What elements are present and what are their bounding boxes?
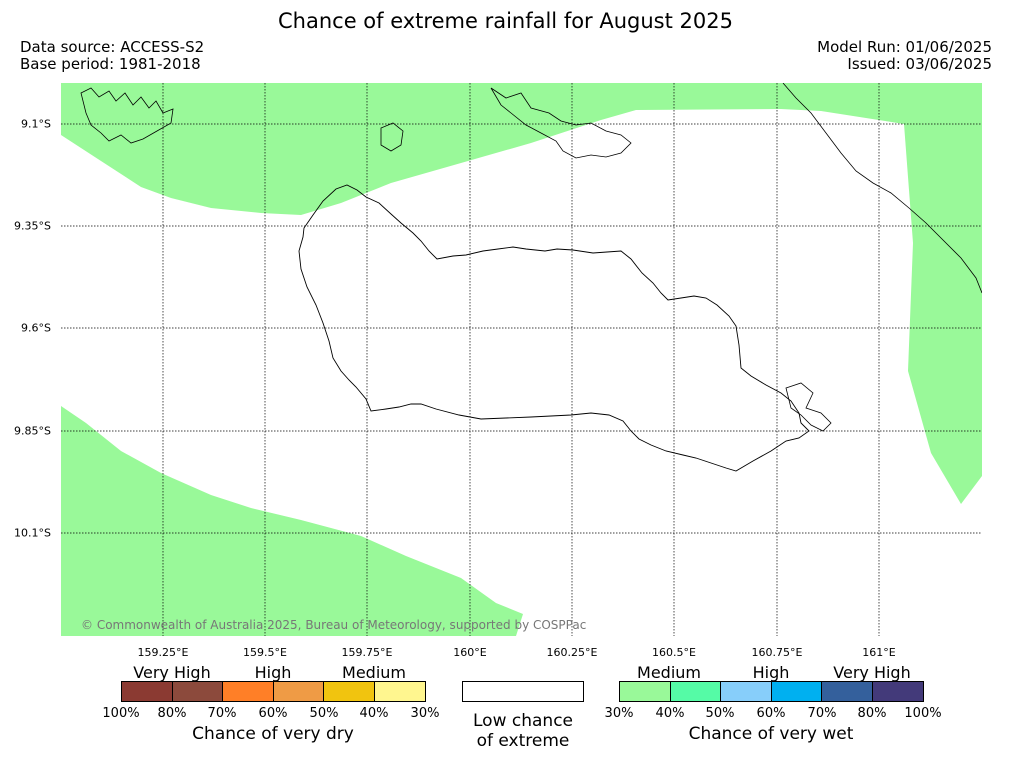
lat-label: 9.1°S	[21, 117, 51, 131]
wet-swatch	[620, 682, 671, 701]
wet-swatch	[671, 682, 721, 701]
meta-left: Data source: ACCESS-S2 Base period: 1981…	[20, 39, 204, 73]
wet-swatch	[873, 682, 923, 701]
dry-swatch	[324, 682, 375, 701]
wet-tick: 70%	[807, 706, 837, 721]
lat-label: 10.1°S	[14, 526, 51, 540]
wet-tick: 80%	[857, 706, 887, 721]
lon-label: 160°E	[453, 646, 487, 659]
se-islands	[785, 382, 832, 432]
issued-text: Issued: 03/06/2025	[847, 55, 992, 73]
wet-color-bar	[619, 681, 924, 702]
model-run-text: Model Run: 01/06/2025	[817, 38, 992, 56]
meta-right: Model Run: 01/06/2025 Issued: 03/06/2025	[817, 39, 992, 73]
dry-color-bar	[121, 681, 426, 702]
nw-islands-coastline	[80, 87, 174, 144]
dry-header-medium: Medium	[342, 663, 406, 682]
map-svg	[61, 83, 982, 636]
dry-tick: 100%	[102, 706, 140, 721]
low-chance-line1: Low chance	[473, 711, 573, 731]
dry-swatch	[173, 682, 223, 701]
map-title: Chance of extreme rainfall for August 20…	[278, 9, 733, 33]
dry-swatch	[375, 682, 425, 701]
n-islands-coastline	[490, 87, 632, 159]
lat-label: 9.35°S	[14, 219, 51, 233]
base-period-text: Base period: 1981-2018	[20, 55, 201, 73]
copyright-text: © Commonwealth of Australia 2025, Bureau…	[81, 618, 587, 632]
ne-coastline	[782, 83, 982, 294]
wet-header-very-high: Very High	[833, 663, 911, 682]
wet-tick: 40%	[655, 706, 685, 721]
dry-tick: 60%	[258, 706, 288, 721]
dry-tick: 70%	[207, 706, 237, 721]
dry-tick: 40%	[359, 706, 389, 721]
dry-tick: 80%	[157, 706, 187, 721]
nw-small-island	[380, 122, 404, 152]
wet-caption: Chance of very wet	[688, 724, 854, 744]
dry-caption: Chance of very dry	[192, 724, 354, 744]
wet-swatch	[772, 682, 822, 701]
wet-tick: 30%	[604, 706, 634, 721]
low-chance-line2: of extreme	[476, 731, 570, 751]
graticule	[61, 83, 982, 636]
lon-label: 159.75°E	[341, 646, 393, 659]
lon-label: 161°E	[862, 646, 896, 659]
wet-medium-region-north	[61, 83, 982, 215]
dry-swatch	[122, 682, 173, 701]
dry-tick: 30%	[410, 706, 440, 721]
low-chance-swatch	[462, 681, 584, 702]
wet-swatch	[721, 682, 772, 701]
lat-label: 9.6°S	[21, 321, 51, 335]
lon-label: 159.5°E	[243, 646, 287, 659]
wet-tick: 100%	[904, 706, 942, 721]
wet-tick: 60%	[756, 706, 786, 721]
wet-medium-region-east	[904, 124, 982, 504]
data-source-text: Data source: ACCESS-S2	[20, 38, 205, 56]
lon-label: 160.25°E	[546, 646, 598, 659]
lon-label: 160.75°E	[751, 646, 803, 659]
map-panel	[61, 83, 982, 636]
wet-tick: 50%	[705, 706, 735, 721]
main-island-coastline	[298, 184, 810, 472]
dry-swatch	[223, 682, 274, 701]
dry-tick: 50%	[309, 706, 339, 721]
wet-medium-region-southwest	[61, 406, 523, 636]
dry-header-very-high: Very High	[133, 663, 211, 682]
wet-header-high: High	[752, 663, 790, 682]
lon-label: 159.25°E	[137, 646, 189, 659]
wet-header-medium: Medium	[637, 663, 701, 682]
dry-swatch	[274, 682, 324, 701]
lon-label: 160.5°E	[652, 646, 696, 659]
dry-header-high: High	[254, 663, 292, 682]
lat-label: 9.85°S	[14, 424, 51, 438]
wet-swatch	[822, 682, 873, 701]
